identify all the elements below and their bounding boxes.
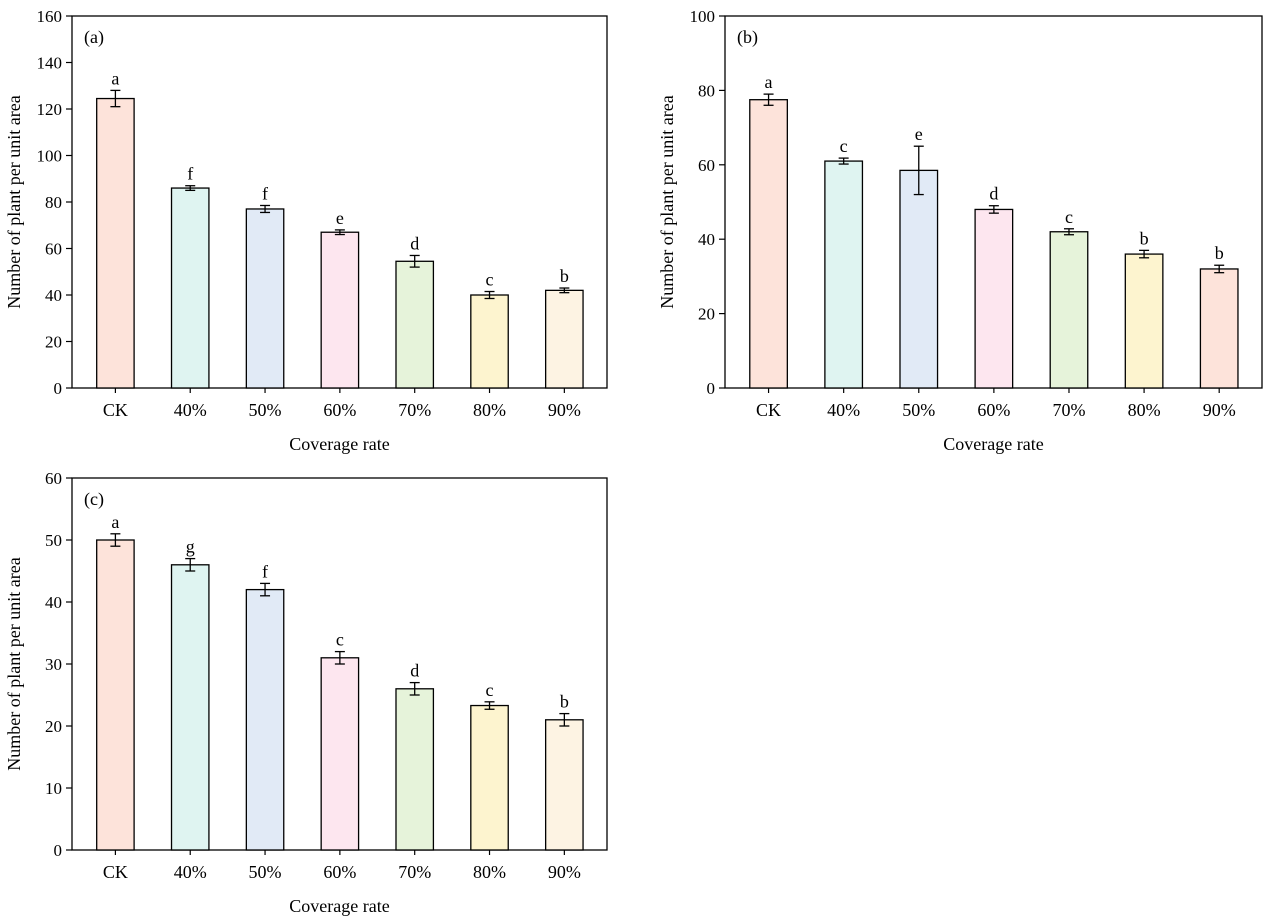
bar — [1049, 231, 1089, 389]
significance-label: c — [336, 630, 344, 650]
x-tick-label: 60% — [323, 400, 356, 420]
significance-label: b — [560, 266, 569, 286]
y-axis-title: Number of plant per unit area — [657, 95, 677, 308]
bar — [824, 160, 864, 389]
x-tick-label: CK — [103, 862, 128, 882]
x-tick-label: 50% — [249, 400, 282, 420]
y-tick-label: 40 — [45, 593, 62, 612]
y-tick-label: 0 — [707, 379, 716, 398]
bar — [1199, 268, 1239, 389]
x-tick-label: 40% — [174, 862, 207, 882]
x-tick-label: 70% — [398, 862, 431, 882]
bar — [470, 294, 509, 389]
significance-label: c — [486, 680, 494, 700]
significance-label: d — [989, 184, 998, 204]
x-tick-label: CK — [756, 400, 781, 420]
bar — [170, 187, 210, 389]
bar — [470, 704, 509, 851]
bar — [544, 719, 584, 851]
y-tick-label: 60 — [45, 240, 62, 259]
significance-label: a — [111, 68, 119, 88]
x-tick-label: 90% — [1203, 400, 1236, 420]
y-tick-label: 10 — [45, 779, 62, 798]
significance-label: d — [410, 661, 419, 681]
bar — [245, 588, 285, 851]
significance-label: b — [1215, 243, 1224, 263]
significance-label: a — [765, 72, 773, 92]
y-tick-label: 80 — [698, 81, 715, 100]
bar — [170, 564, 210, 851]
y-tick-label: 40 — [45, 286, 62, 305]
y-tick-label: 100 — [690, 7, 716, 26]
significance-label: a — [111, 512, 119, 532]
significance-label: d — [410, 233, 419, 253]
bar — [899, 169, 939, 389]
x-tick-label: 80% — [1128, 400, 1161, 420]
x-tick-label: 70% — [1052, 400, 1085, 420]
x-axis-title: Coverage rate — [289, 896, 389, 916]
y-tick-label: 0 — [54, 841, 63, 860]
significance-label: g — [186, 537, 195, 557]
x-tick-label: 90% — [548, 400, 581, 420]
significance-label: b — [560, 692, 569, 712]
y-tick-label: 140 — [37, 54, 63, 73]
significance-label: c — [840, 136, 848, 156]
y-tick-label: 20 — [45, 717, 62, 736]
y-tick-label: 80 — [45, 193, 62, 212]
bar — [1124, 253, 1164, 389]
y-tick-label: 20 — [45, 333, 62, 352]
y-tick-label: 40 — [698, 230, 715, 249]
bar — [395, 260, 435, 389]
y-axis-title: Number of plant per unit area — [4, 95, 24, 308]
panel-label: (a) — [84, 27, 104, 48]
chart-panel-2: 0 10 20 30 40 50 60 a CK g 40% f 50% c 60% d 70% c 80% b 90%… — [4, 469, 608, 916]
x-tick-label: 70% — [398, 400, 431, 420]
x-axis-title: Coverage rate — [943, 434, 1043, 454]
y-tick-label: 160 — [37, 7, 63, 26]
y-tick-label: 60 — [45, 469, 62, 488]
y-tick-label: 0 — [54, 379, 63, 398]
panel-label: (c) — [84, 489, 104, 510]
bar — [96, 97, 135, 389]
x-tick-label: 80% — [473, 400, 506, 420]
bar — [320, 231, 360, 389]
significance-label: c — [486, 270, 494, 290]
x-tick-label: 40% — [174, 400, 207, 420]
significance-label: e — [915, 124, 923, 144]
y-tick-label: 30 — [45, 655, 62, 674]
y-axis-title: Number of plant per unit area — [4, 557, 24, 770]
significance-label: f — [187, 164, 193, 184]
bar — [245, 208, 285, 389]
x-tick-label: 40% — [827, 400, 860, 420]
x-tick-label: CK — [103, 400, 128, 420]
x-tick-label: 80% — [473, 862, 506, 882]
y-tick-label: 100 — [37, 147, 63, 166]
chart-panel-0: 0 20 40 60 80 100 120 140 160 a CK f 40% f 50% e 60% d 70%… — [4, 7, 608, 454]
x-axis-title: Coverage rate — [289, 434, 389, 454]
bar — [749, 99, 788, 389]
y-tick-label: 20 — [698, 305, 715, 324]
bar — [96, 539, 135, 851]
y-tick-label: 120 — [37, 100, 63, 119]
x-tick-label: 50% — [249, 862, 282, 882]
significance-label: f — [262, 183, 268, 203]
bar — [320, 657, 360, 851]
y-tick-label: 50 — [45, 531, 62, 550]
y-tick-label: 60 — [698, 156, 715, 175]
x-tick-label: 90% — [548, 862, 581, 882]
significance-label: e — [336, 208, 344, 228]
x-tick-label: 60% — [977, 400, 1010, 420]
bar — [395, 688, 435, 851]
x-tick-label: 50% — [902, 400, 935, 420]
bar — [974, 208, 1014, 389]
chart-panel-1: 0 20 40 60 80 100 a CK c 40% e 50% d 60% c 70% b 80% b 90% (… — [657, 7, 1263, 454]
x-tick-label: 60% — [323, 862, 356, 882]
significance-label: c — [1065, 207, 1073, 227]
bar — [544, 289, 584, 389]
panel-label: (b) — [737, 27, 758, 48]
significance-label: b — [1140, 228, 1149, 248]
significance-label: f — [262, 561, 268, 581]
